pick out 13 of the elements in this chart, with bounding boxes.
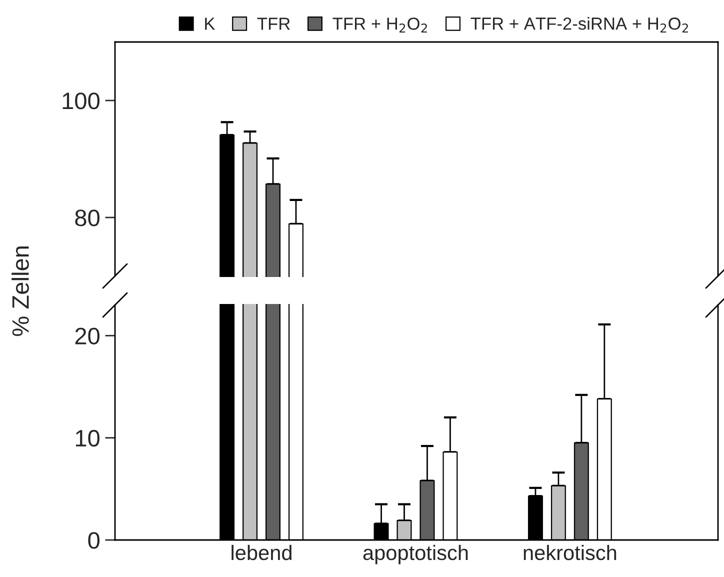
y-tick-label: 80 — [75, 210, 100, 226]
legend-label: TFR — [257, 18, 290, 30]
x-tick-label: apoptotisch — [363, 544, 468, 564]
x-tick-label: nekrotisch — [524, 544, 616, 560]
legend-label: TFR + H$_{2}$O$_{2}$ — [332, 18, 427, 33]
legend-label: K — [205, 18, 216, 30]
legend-label: TFR + ATF-2-siRNA + H$_{2}$O$_{2}$ — [470, 17, 688, 32]
y-tick-label: 20 — [75, 328, 100, 344]
y-axis-title: % Zellen — [12, 246, 29, 336]
y-tick-label: 0 — [88, 532, 100, 549]
y-tick-label: 100 — [62, 92, 100, 110]
x-tick-label: lebend — [232, 544, 292, 560]
y-tick-label: 10 — [76, 430, 100, 447]
